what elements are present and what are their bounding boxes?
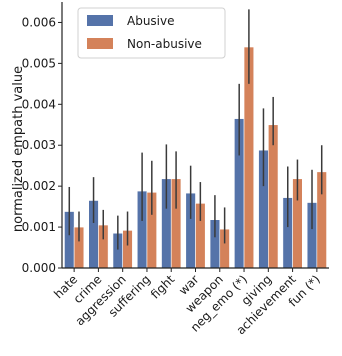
legend-swatch-abusive <box>87 15 113 26</box>
legend-swatch-non-abusive <box>87 38 113 49</box>
y-tick-label: 0.001 <box>22 220 56 234</box>
y-axis-title: normalized empath value <box>11 66 26 232</box>
legend-label-non-abusive: Non-abusive <box>127 37 202 51</box>
legend-label-abusive: Abusive <box>127 14 175 28</box>
y-tick-label: 0.002 <box>22 179 56 193</box>
bar <box>268 124 279 269</box>
legend-frame <box>77 7 226 59</box>
legend: Abusive Non-abusive <box>77 7 226 59</box>
y-tick-label: 0.003 <box>22 138 56 152</box>
y-tick-label: 0.004 <box>22 97 56 111</box>
y-tick-label: 0.005 <box>22 56 56 70</box>
x-tick-label: fight <box>148 272 178 302</box>
y-tick-label: 0.000 <box>22 261 56 275</box>
y-tick-label: 0.006 <box>22 15 56 29</box>
